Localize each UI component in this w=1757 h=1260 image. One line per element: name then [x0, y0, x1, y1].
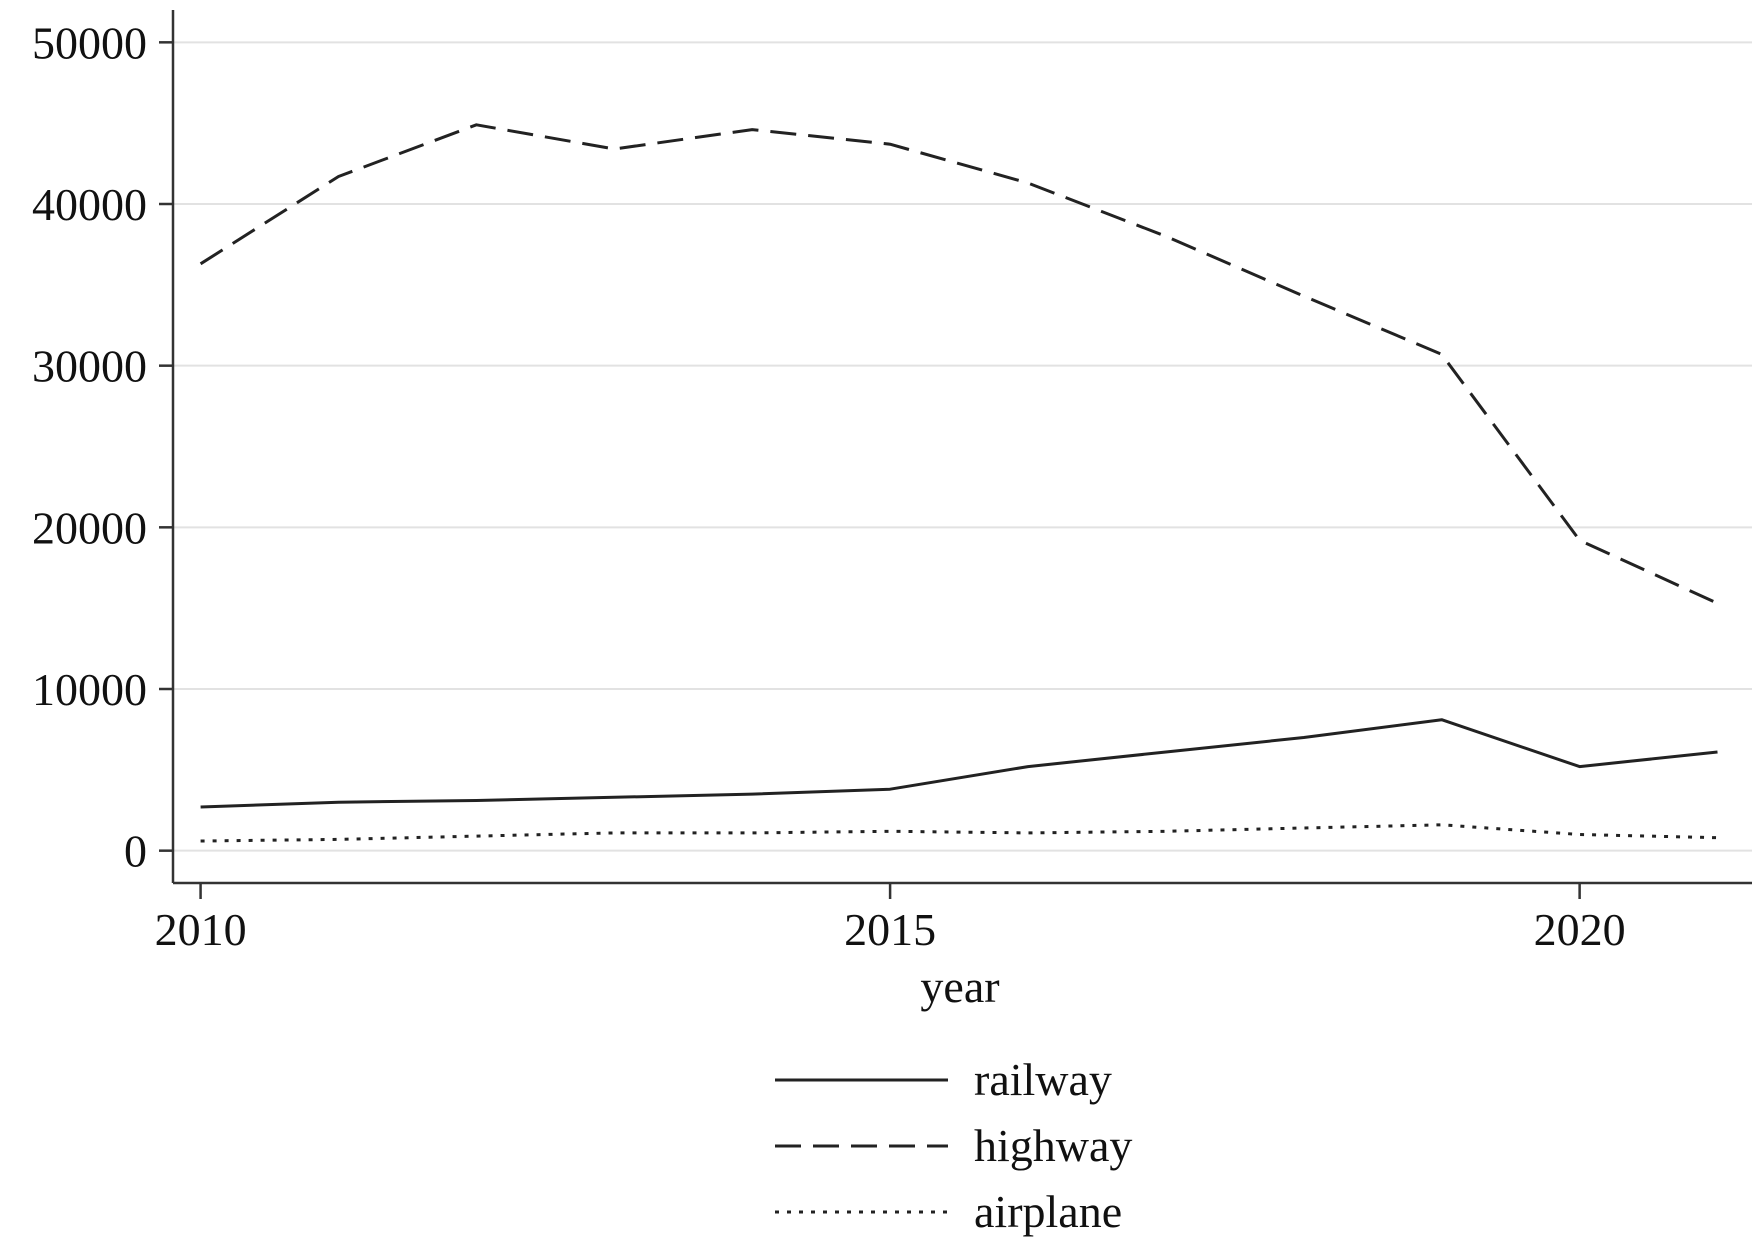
y-tick-label: 50000 [32, 17, 147, 68]
x-tick-label: 2020 [1534, 904, 1626, 955]
legend-label-railway: railway [974, 1054, 1112, 1105]
legend-label-highway: highway [974, 1120, 1132, 1171]
legend: railway highway airplane [775, 1054, 1132, 1237]
series-line-railway [200, 718, 1718, 809]
y-tick-label: 10000 [32, 664, 147, 715]
y-tick-label: 0 [124, 826, 147, 877]
y-tick-label: 40000 [32, 179, 147, 230]
axes: 0 10000 20000 30000 40000 50000 2010 2015 2020 [32, 10, 1752, 955]
series-line-highway [199, 123, 1719, 605]
series-line-airplane [200, 823, 1718, 843]
x-tick-label: 2015 [844, 904, 936, 955]
y-tick-label: 20000 [32, 502, 147, 553]
grid-lines [173, 41, 1752, 852]
legend-label-airplane: airplane [974, 1186, 1122, 1237]
series-lines [199, 123, 1719, 843]
x-tick-label: 2010 [155, 904, 247, 955]
x-axis-title: year [920, 961, 999, 1012]
y-tick-label: 30000 [32, 341, 147, 392]
